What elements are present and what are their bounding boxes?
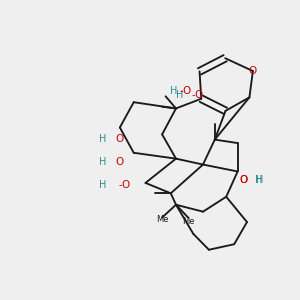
Text: H: H: [99, 157, 107, 167]
Text: Me: Me: [156, 215, 168, 224]
Text: H: H: [170, 86, 178, 96]
Text: H: H: [176, 90, 184, 100]
Text: H: H: [256, 176, 263, 185]
Text: Me: Me: [182, 217, 194, 226]
Text: -O: -O: [119, 180, 131, 190]
Text: O: O: [239, 176, 248, 185]
Text: H: H: [99, 180, 107, 190]
Text: H: H: [255, 176, 262, 185]
Text: O: O: [239, 176, 248, 185]
Text: -O: -O: [192, 90, 204, 100]
Text: O: O: [116, 157, 124, 167]
Text: O: O: [116, 134, 124, 144]
Text: O: O: [249, 66, 257, 76]
Text: H: H: [99, 134, 107, 144]
Text: -O: -O: [179, 86, 192, 96]
